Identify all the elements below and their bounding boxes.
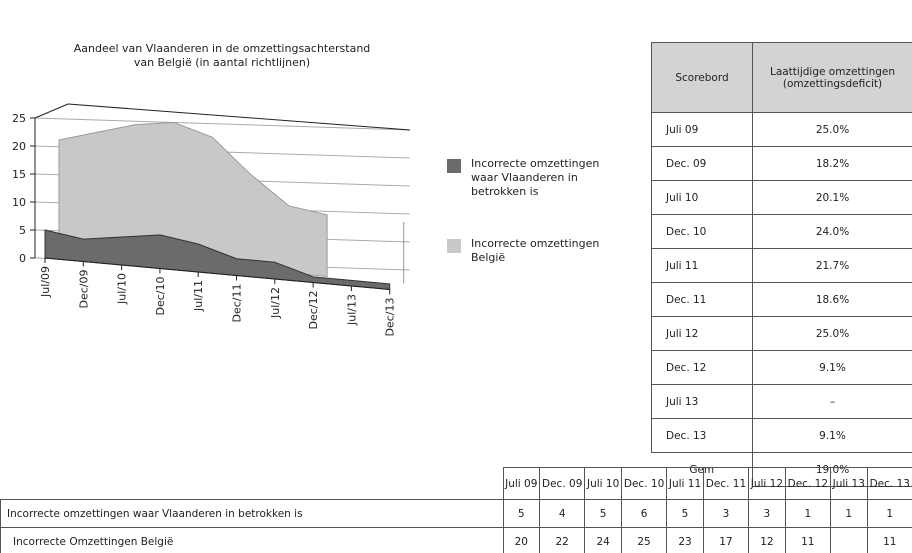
row: Dec. 09 18.2%: [651, 146, 912, 181]
grid-line: [34, 117, 411, 131]
cell: 18.6%: [752, 282, 912, 317]
cell: 1: [866, 499, 912, 528]
header-cell: Dec. 11: [702, 467, 750, 500]
legend-swatch: [447, 239, 461, 253]
cell: 12: [748, 527, 786, 553]
cell: 9.1%: [752, 418, 912, 453]
row-label: Incorrecte Omzettingen België: [0, 527, 504, 553]
header-cell: Scorebord: [651, 42, 753, 113]
cell: Juli 10: [651, 180, 753, 215]
legend-swatch: [447, 159, 461, 173]
cell: 24.0%: [752, 214, 912, 249]
cell: 11: [784, 527, 832, 553]
cell: 25.0%: [752, 112, 912, 147]
row: Incorrecte omzettingen waar Vlaanderen i…: [0, 499, 912, 528]
header-cell: Juli 12: [748, 467, 786, 500]
header-cell: Dec. 12: [784, 467, 832, 500]
cell: Juli 13: [651, 384, 753, 419]
cell: 6: [620, 499, 668, 528]
header-cell: Dec. 10: [620, 467, 668, 500]
corner: [1, 468, 504, 500]
y-tick-label: 25: [12, 112, 26, 125]
scoreboard-table: Scorebord Laattijdige omzettingen (omzett…: [651, 42, 912, 487]
x-tick-label: Dec/10: [154, 277, 167, 316]
row: Juli 10 20.1%: [651, 180, 912, 215]
x-tick-label: Jul/09: [39, 266, 52, 298]
cell: 11: [866, 527, 912, 553]
cell: 18.2%: [752, 146, 912, 181]
cell: 5: [502, 499, 541, 528]
header-cell: Juli 09: [502, 467, 541, 500]
x-tick-label: Dec/11: [231, 284, 244, 323]
cell: [830, 527, 868, 553]
legend-label: Incorrecte omzettingen waar Vlaanderen i…: [471, 157, 600, 198]
x-tick-label: Dec/13: [384, 298, 397, 337]
cell: 24: [584, 527, 622, 553]
cell: 22: [539, 527, 586, 553]
cell: 1: [784, 499, 832, 528]
row: Juli 12 25.0%: [651, 316, 912, 351]
cell: 3: [748, 499, 786, 528]
cell: Dec. 10: [651, 214, 753, 249]
cell: 25.0%: [752, 316, 912, 351]
row: Juli 11 21.7%: [651, 248, 912, 283]
x-tick-label: Jul/11: [192, 280, 205, 312]
row: Juli 09 25.0%: [651, 112, 912, 147]
header-cell: Juli 13: [830, 467, 868, 500]
cell: 25: [620, 527, 668, 553]
legend-label: Incorrecte omzettingen België: [471, 237, 600, 264]
row-label: Incorrecte omzettingen waar Vlaanderen i…: [0, 499, 504, 528]
header-cell: Dec. 13: [866, 467, 912, 500]
header-row: Juli 09 Dec. 09 Juli 10 Dec. 10 Juli 11 Dec. …: [1, 467, 912, 500]
cell: 23: [666, 527, 704, 553]
back-top: [34, 103, 69, 119]
y-tick-label: 0: [19, 252, 26, 265]
x-axis: [44, 257, 390, 290]
y-tick-label: 20: [12, 140, 26, 153]
cell: 4: [539, 499, 586, 528]
cell: 3: [702, 499, 750, 528]
cell: 1: [830, 499, 868, 528]
y-tick-label: 5: [19, 224, 26, 237]
cell: 9.1%: [752, 350, 912, 385]
cell: Dec. 09: [651, 146, 753, 181]
cell: Dec. 12: [651, 350, 753, 385]
header-row: Scorebord Laattijdige omzettingen (omzett…: [651, 42, 912, 113]
cell: –: [752, 384, 912, 419]
row: Dec. 12 9.1%: [651, 350, 912, 385]
cell: 5: [584, 499, 622, 528]
y-tick-label: 15: [12, 168, 26, 181]
x-tick-label: Jul/10: [116, 273, 129, 305]
row: Dec. 13 9.1%: [651, 418, 912, 453]
cell: Juli 11: [651, 248, 753, 283]
cell: Dec. 13: [651, 418, 753, 453]
header-cell: Dec. 09: [539, 467, 586, 500]
row: Incorrecte Omzettingen België 20 22 24 25 23 1…: [0, 527, 912, 553]
y-tick-label: 10: [12, 196, 26, 209]
row: Dec. 11 18.6%: [651, 282, 912, 317]
x-tick-label: Jul/13: [345, 294, 358, 326]
header-cell: Juli 10: [584, 467, 622, 500]
chart-title: Aandeel van Vlaanderen in de omzettingsa…: [73, 42, 371, 69]
row: Dec. 10 24.0%: [651, 214, 912, 249]
chart: 0 5 10 15 20 25 Jul/09 Dec/09 Jul/10 Dec/10 Jul/11…: [12, 103, 411, 337]
data-table: Juli 09 Dec. 09 Juli 10 Dec. 10 Juli 11 Dec. …: [0, 467, 912, 553]
cell: 20: [502, 527, 541, 553]
cell: 5: [666, 499, 704, 528]
cell: 17: [702, 527, 750, 553]
cell: 21.7%: [752, 248, 912, 283]
header-cell: Juli 11: [666, 467, 704, 500]
x-tick-label: Dec/09: [77, 270, 90, 309]
cell: Juli 09: [651, 112, 753, 147]
x-tick-label: Jul/12: [269, 287, 282, 319]
header-cell: Laattijdige omzettingen (omzettingsdefic…: [752, 42, 912, 113]
row: Juli 13–: [651, 384, 912, 419]
x-tick-label: Dec/12: [307, 291, 320, 330]
cell: 20.1%: [752, 180, 912, 215]
cell: Juli 12: [651, 316, 753, 351]
cell: Dec. 11: [651, 282, 753, 317]
back-top: [67, 103, 411, 131]
